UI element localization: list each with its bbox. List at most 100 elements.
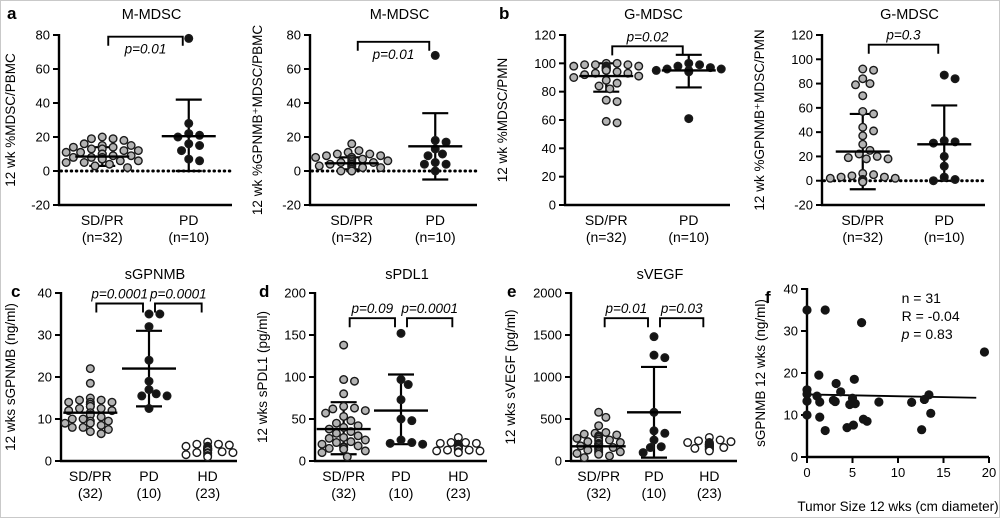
svg-text:p=0.0001: p=0.0001 — [90, 287, 148, 302]
svg-text:0: 0 — [803, 465, 810, 480]
svg-text:60: 60 — [287, 62, 301, 77]
svg-text:(32): (32) — [78, 485, 103, 501]
svg-text:sPDL1: sPDL1 — [385, 267, 429, 283]
svg-text:100: 100 — [534, 56, 556, 71]
svg-text:40: 40 — [36, 96, 50, 111]
chart-d-spdl1: sPDL1 0 50 100 150 200 12 wks sPDL1 (pg/ml) SD/… — [255, 267, 487, 501]
svg-text:12 wks sPDL1 (pg/ml): 12 wks sPDL1 (pg/ml) — [255, 311, 270, 443]
svg-text:0: 0 — [806, 173, 813, 188]
chart-c-sgpnmb: sGPNMB 0 10 20 30 40 12 wks sGPNMB (ng/ml) SD/P… — [3, 267, 238, 501]
svg-text:50: 50 — [292, 412, 306, 427]
panel-label-e: e — [507, 282, 517, 301]
svg-text:12 wk %MDSC/PMN: 12 wk %MDSC/PMN — [495, 58, 510, 183]
svg-text:PD: PD — [391, 468, 410, 484]
svg-text:p=0.0001: p=0.0001 — [149, 287, 207, 302]
svg-text:20: 20 — [38, 370, 52, 385]
svg-text:(n=32): (n=32) — [331, 229, 372, 245]
svg-text:0: 0 — [43, 164, 50, 179]
svg-text:0: 0 — [555, 454, 562, 469]
svg-text:150: 150 — [284, 328, 306, 343]
svg-text:HD: HD — [699, 468, 719, 484]
svg-text:Tumor Size 12 wks (cm diameter: Tumor Size 12 wks (cm diameter) — [797, 499, 998, 514]
svg-text:12 wk %GPNMB⁺MDSC/PMN: 12 wk %GPNMB⁺MDSC/PMN — [752, 29, 767, 210]
svg-text:-20: -20 — [31, 198, 50, 213]
svg-text:sVEGF: sVEGF — [637, 267, 684, 283]
svg-text:40: 40 — [38, 286, 52, 301]
svg-text:(10): (10) — [642, 485, 667, 501]
svg-text:SD/PR: SD/PR — [585, 212, 628, 228]
svg-text:M-MDSC: M-MDSC — [122, 7, 182, 23]
svg-text:p=0.3: p=0.3 — [885, 28, 921, 43]
svg-text:80: 80 — [542, 84, 556, 99]
svg-text:40: 40 — [542, 141, 556, 156]
svg-text:5: 5 — [849, 465, 856, 480]
svg-text:200: 200 — [284, 286, 306, 301]
svg-text:SD/PR: SD/PR — [330, 212, 373, 228]
svg-text:60: 60 — [799, 100, 813, 115]
svg-text:n = 31: n = 31 — [902, 290, 942, 306]
svg-text:0: 0 — [299, 454, 306, 469]
svg-text:30: 30 — [38, 328, 52, 343]
svg-text:G-MDSC: G-MDSC — [624, 7, 683, 23]
svg-text:SD/PR: SD/PR — [322, 468, 365, 484]
svg-text:40: 40 — [287, 96, 301, 111]
svg-text:12 wks sGPNMB (ng/ml): 12 wks sGPNMB (ng/ml) — [3, 303, 18, 451]
chart-b-gpnmb-mdsc-pmn: G-MDSC -20 0 20 40 60 80 100 120 12 wk %GPNMB⁺MDS… — [752, 7, 987, 245]
svg-text:100: 100 — [284, 370, 306, 385]
svg-text:(n=32): (n=32) — [842, 229, 883, 245]
svg-text:sGPNMB: sGPNMB — [125, 267, 185, 283]
svg-text:500: 500 — [540, 412, 562, 427]
svg-text:p=0.01: p=0.01 — [604, 301, 647, 316]
svg-text:(32): (32) — [331, 485, 356, 501]
svg-text:40: 40 — [799, 125, 813, 140]
svg-text:PD: PD — [179, 212, 198, 228]
svg-text:30: 30 — [784, 324, 798, 339]
svg-text:M-MDSC: M-MDSC — [370, 7, 430, 23]
svg-text:HD: HD — [448, 468, 468, 484]
chart-b-mdsc-pmn: G-MDSC 0 20 40 60 80 100 120 12 wk %MDSC/PMN SD/P… — [495, 7, 730, 245]
chart-e-svegf: sVEGF 0 500 1000 1500 2000 12 wks sVEGF (pg/ml… — [503, 267, 737, 501]
svg-text:2000: 2000 — [533, 286, 562, 301]
svg-text:sGPNMB 12 wks (ng/ml): sGPNMB 12 wks (ng/ml) — [753, 299, 768, 447]
svg-text:80: 80 — [287, 28, 301, 43]
chart-f-sgpnmb-vs-tumor-size: 0 10 20 30 40 0 5 10 15 20 sGPNMB 12 wks (ng/ml) Tu… — [753, 282, 999, 515]
svg-text:15: 15 — [936, 465, 950, 480]
svg-text:100: 100 — [791, 52, 813, 67]
svg-text:10: 10 — [38, 412, 52, 427]
svg-text:(n=10): (n=10) — [415, 229, 456, 245]
svg-text:(23): (23) — [446, 485, 471, 501]
svg-text:120: 120 — [534, 28, 556, 43]
svg-text:1500: 1500 — [533, 328, 562, 343]
svg-text:0: 0 — [294, 164, 301, 179]
svg-text:-20: -20 — [794, 198, 813, 213]
svg-text:-20: -20 — [282, 198, 301, 213]
chart-a-gpnmb-mdsc-pbmc: M-MDSC -20 0 20 40 60 80 12 wk %GPNMB⁺MDSC/PBMC… — [250, 7, 479, 245]
panel-label-c: c — [11, 282, 21, 301]
svg-text:(23): (23) — [195, 485, 220, 501]
svg-text:SD/PR: SD/PR — [81, 212, 124, 228]
svg-text:10: 10 — [891, 465, 905, 480]
svg-text:p=0.02: p=0.02 — [626, 29, 669, 44]
svg-text:PD: PD — [426, 212, 445, 228]
svg-text:10: 10 — [784, 408, 798, 423]
svg-text:80: 80 — [36, 28, 50, 43]
svg-text:R = -0.04: R = -0.04 — [902, 308, 960, 324]
svg-text:p=0.01: p=0.01 — [372, 47, 415, 62]
svg-text:40: 40 — [784, 282, 798, 297]
svg-text:PD: PD — [679, 212, 698, 228]
svg-text:60: 60 — [542, 113, 556, 128]
svg-text:p=0.03: p=0.03 — [660, 301, 703, 316]
svg-text:12 wks sVEGF (pg/ml): 12 wks sVEGF (pg/ml) — [503, 309, 518, 444]
svg-text:0: 0 — [549, 198, 556, 213]
panel-label-a: a — [7, 4, 17, 23]
svg-text:SD/PR: SD/PR — [577, 468, 620, 484]
svg-text:0: 0 — [45, 454, 52, 469]
svg-text:p=0.09: p=0.09 — [350, 301, 393, 316]
svg-text:(n=10): (n=10) — [668, 229, 709, 245]
svg-text:(n=32): (n=32) — [82, 229, 123, 245]
svg-text:SD/PR: SD/PR — [69, 468, 112, 484]
svg-text:SD/PR: SD/PR — [841, 212, 884, 228]
svg-text:p = 0.83: p = 0.83 — [901, 326, 953, 342]
svg-text:(10): (10) — [389, 485, 414, 501]
